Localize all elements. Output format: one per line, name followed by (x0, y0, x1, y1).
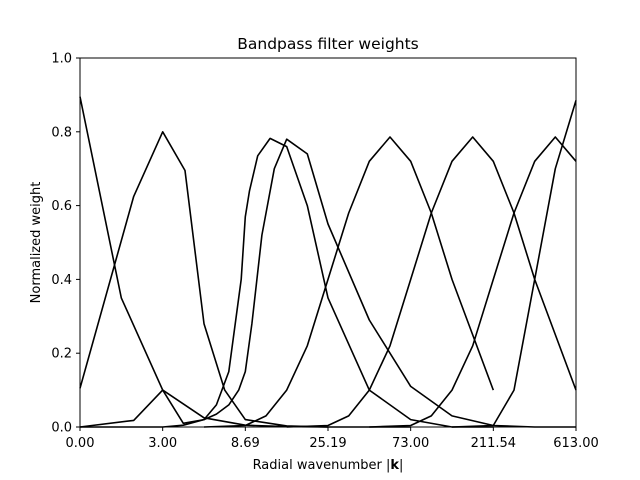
x-tick-label: 0.00 (66, 436, 95, 451)
x-tick-label: 8.69 (231, 436, 260, 451)
x-axis: 0.00 3.00 8.69 25.19 73.00 211.54 613.00 (66, 427, 599, 451)
chart-title: Bandpass filter weights (237, 35, 419, 53)
y-tick-label: 0.4 (51, 273, 72, 288)
x-tick-label: 73.00 (392, 436, 429, 451)
series-layer (79, 96, 577, 428)
x-tick-label: 25.19 (309, 436, 346, 451)
x-tick-label: 613.00 (553, 436, 599, 451)
x-tick-label: 3.00 (148, 436, 177, 451)
x-axis-label-prefix: Radial wavenumber | (253, 458, 391, 473)
x-tick-label: 211.54 (471, 436, 517, 451)
y-axis-label: Normalized weight (29, 182, 44, 304)
y-tick-label: 0.6 (51, 199, 72, 214)
y-tick-label: 1.0 (51, 52, 72, 67)
x-axis-label-bold: k (390, 458, 399, 473)
y-tick-label: 0.8 (51, 125, 72, 140)
x-axis-label-suffix: | (399, 458, 403, 473)
y-axis: 0.0 0.2 0.4 0.6 0.8 1.0 (51, 52, 80, 436)
series-line-7 (369, 136, 577, 428)
x-axis-label: Radial wavenumber |k| (253, 458, 404, 473)
y-tick-label: 0.0 (51, 421, 72, 436)
series-line-8 (451, 100, 577, 428)
y-tick-label: 0.2 (51, 347, 72, 362)
